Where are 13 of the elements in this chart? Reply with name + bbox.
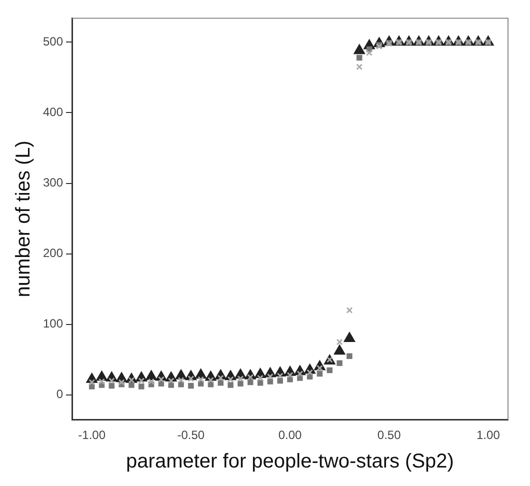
y-axis-title: number of ties (L) — [12, 140, 35, 298]
x-tick-label: 0.50 — [377, 428, 402, 442]
y-tick-label: 200 — [42, 246, 64, 260]
y-tick-label: 100 — [42, 316, 64, 331]
y-tick-label: 300 — [42, 176, 64, 190]
x-axis-title: parameter for people-two-stars (Sp2) — [126, 450, 454, 473]
y-tick-label: 0 — [56, 387, 64, 402]
y-tick-label: 500 — [42, 34, 64, 48]
y-tick-label: 400 — [42, 105, 64, 120]
x-tick-label: -1.00 — [78, 428, 106, 442]
x-tick-label: 1.00 — [476, 428, 500, 442]
x-tick-label: -0.50 — [177, 428, 205, 442]
x-tick-label: 0.00 — [278, 428, 302, 442]
